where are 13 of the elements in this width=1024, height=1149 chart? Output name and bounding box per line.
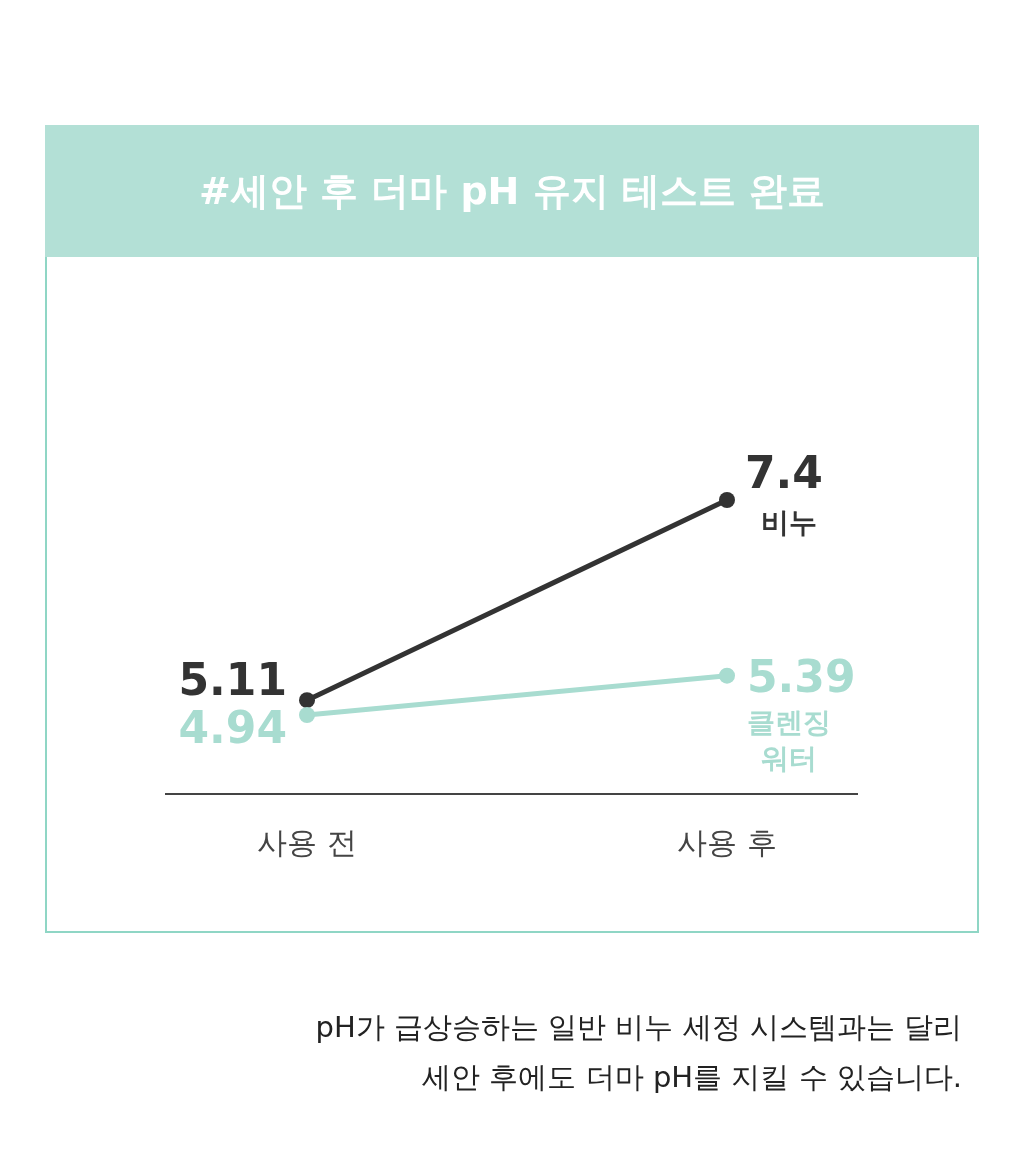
- text: pH가 급상승하는 일반 비누 세정 시스템과는 달리: [315, 1010, 962, 1044]
- point: [719, 492, 735, 508]
- data-label: 7.4: [745, 447, 823, 498]
- chart-title: #세안 후 더마 pH 유지 테스트 완료: [198, 169, 826, 213]
- point: [719, 667, 735, 684]
- series-label: 클렌징 워터: [747, 705, 831, 775]
- series-label: 비누: [761, 506, 817, 539]
- x-tick-label: 사용 후: [677, 825, 777, 860]
- text: 세안 후에도 더마 pH를 지킬 수 있습니다.: [422, 1060, 962, 1094]
- point: [299, 707, 315, 723]
- x-tick-label: 사용 전: [257, 825, 357, 860]
- point: [299, 692, 315, 709]
- data-label: 5.39: [747, 650, 856, 702]
